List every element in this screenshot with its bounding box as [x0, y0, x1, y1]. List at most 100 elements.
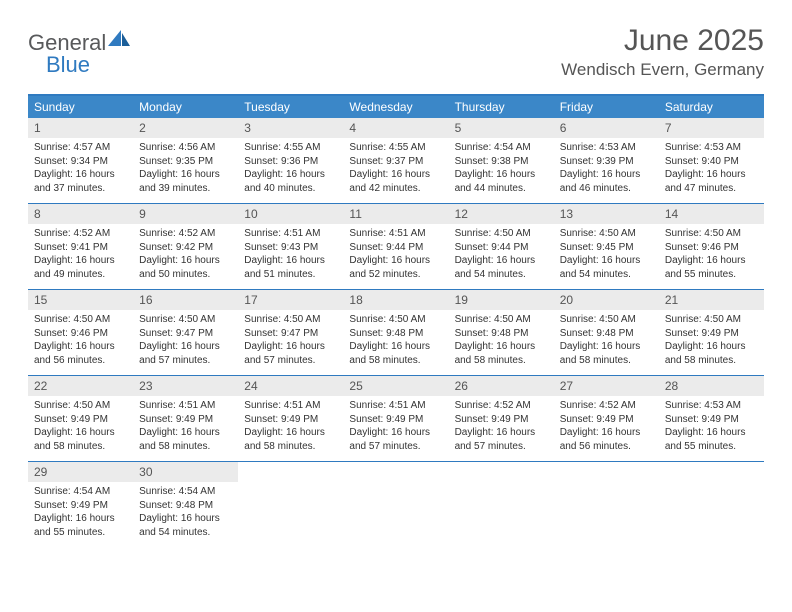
sunset-line: Sunset: 9:35 PM — [139, 155, 232, 169]
sunset-line: Sunset: 9:49 PM — [139, 413, 232, 427]
sunset-line: Sunset: 9:37 PM — [349, 155, 442, 169]
daylight-line: Daylight: 16 hours and 58 minutes. — [34, 426, 127, 453]
daylight-line: Daylight: 16 hours and 57 minutes. — [244, 340, 337, 367]
sunrise-line: Sunrise: 4:50 AM — [244, 313, 337, 327]
weekday-header: Monday — [133, 96, 238, 118]
day-number: 23 — [133, 376, 238, 396]
day-cell: Sunrise: 4:57 AMSunset: 9:34 PMDaylight:… — [28, 138, 133, 203]
sunrise-line: Sunrise: 4:54 AM — [34, 485, 127, 499]
sunrise-line: Sunrise: 4:51 AM — [349, 399, 442, 413]
sunset-line: Sunset: 9:49 PM — [349, 413, 442, 427]
daylight-line: Daylight: 16 hours and 57 minutes. — [139, 340, 232, 367]
location-label: Wendisch Evern, Germany — [561, 60, 764, 80]
day-number-empty — [343, 462, 448, 482]
daylight-line: Daylight: 16 hours and 44 minutes. — [455, 168, 548, 195]
weekday-header: Tuesday — [238, 96, 343, 118]
sunset-line: Sunset: 9:40 PM — [665, 155, 758, 169]
daylight-line: Daylight: 16 hours and 46 minutes. — [560, 168, 653, 195]
daylight-line: Daylight: 16 hours and 50 minutes. — [139, 254, 232, 281]
daylight-line: Daylight: 16 hours and 58 minutes. — [349, 340, 442, 367]
daylight-line: Daylight: 16 hours and 55 minutes. — [665, 254, 758, 281]
daylight-line: Daylight: 16 hours and 58 minutes. — [139, 426, 232, 453]
day-number: 6 — [554, 118, 659, 138]
sunrise-line: Sunrise: 4:51 AM — [244, 227, 337, 241]
day-number-empty — [659, 462, 764, 482]
day-cell: Sunrise: 4:50 AMSunset: 9:46 PMDaylight:… — [659, 224, 764, 289]
day-number-empty — [554, 462, 659, 482]
weekday-header: Friday — [554, 96, 659, 118]
day-cell: Sunrise: 4:52 AMSunset: 9:42 PMDaylight:… — [133, 224, 238, 289]
calendar-header-row: SundayMondayTuesdayWednesdayThursdayFrid… — [28, 96, 764, 118]
day-number: 30 — [133, 462, 238, 482]
day-number: 14 — [659, 204, 764, 224]
sunset-line: Sunset: 9:34 PM — [34, 155, 127, 169]
day-cell — [659, 482, 764, 547]
weekday-header: Saturday — [659, 96, 764, 118]
sunrise-line: Sunrise: 4:50 AM — [665, 313, 758, 327]
day-number: 5 — [449, 118, 554, 138]
day-cell: Sunrise: 4:50 AMSunset: 9:44 PMDaylight:… — [449, 224, 554, 289]
day-cell: Sunrise: 4:51 AMSunset: 9:49 PMDaylight:… — [133, 396, 238, 461]
day-number: 15 — [28, 290, 133, 310]
daylight-line: Daylight: 16 hours and 47 minutes. — [665, 168, 758, 195]
sunset-line: Sunset: 9:38 PM — [455, 155, 548, 169]
daylight-line: Daylight: 16 hours and 49 minutes. — [34, 254, 127, 281]
daylight-line: Daylight: 16 hours and 58 minutes. — [665, 340, 758, 367]
day-number: 7 — [659, 118, 764, 138]
sunrise-line: Sunrise: 4:50 AM — [34, 313, 127, 327]
day-number: 3 — [238, 118, 343, 138]
sunrise-line: Sunrise: 4:56 AM — [139, 141, 232, 155]
day-number-empty — [238, 462, 343, 482]
daylight-line: Daylight: 16 hours and 51 minutes. — [244, 254, 337, 281]
daylight-line: Daylight: 16 hours and 52 minutes. — [349, 254, 442, 281]
day-cell: Sunrise: 4:54 AMSunset: 9:48 PMDaylight:… — [133, 482, 238, 547]
day-number: 10 — [238, 204, 343, 224]
sunrise-line: Sunrise: 4:53 AM — [665, 399, 758, 413]
day-number: 22 — [28, 376, 133, 396]
day-number: 20 — [554, 290, 659, 310]
sunrise-line: Sunrise: 4:55 AM — [349, 141, 442, 155]
day-cell — [238, 482, 343, 547]
daylight-line: Daylight: 16 hours and 39 minutes. — [139, 168, 232, 195]
sunset-line: Sunset: 9:47 PM — [244, 327, 337, 341]
day-number: 18 — [343, 290, 448, 310]
sunrise-line: Sunrise: 4:57 AM — [34, 141, 127, 155]
day-number: 19 — [449, 290, 554, 310]
header: General Blue June 2025 Wendisch Evern, G… — [28, 24, 764, 80]
logo-word-2: Blue — [46, 54, 130, 76]
sunrise-line: Sunrise: 4:53 AM — [665, 141, 758, 155]
day-cell: Sunrise: 4:56 AMSunset: 9:35 PMDaylight:… — [133, 138, 238, 203]
daylight-line: Daylight: 16 hours and 56 minutes. — [34, 340, 127, 367]
sunrise-line: Sunrise: 4:50 AM — [139, 313, 232, 327]
sunrise-line: Sunrise: 4:50 AM — [34, 399, 127, 413]
weekday-header: Sunday — [28, 96, 133, 118]
day-cell: Sunrise: 4:55 AMSunset: 9:36 PMDaylight:… — [238, 138, 343, 203]
sunset-line: Sunset: 9:49 PM — [560, 413, 653, 427]
sunset-line: Sunset: 9:44 PM — [349, 241, 442, 255]
daylight-line: Daylight: 16 hours and 54 minutes. — [455, 254, 548, 281]
day-cell: Sunrise: 4:52 AMSunset: 9:49 PMDaylight:… — [449, 396, 554, 461]
weekday-header: Thursday — [449, 96, 554, 118]
sunrise-line: Sunrise: 4:51 AM — [244, 399, 337, 413]
day-cell — [343, 482, 448, 547]
sunrise-line: Sunrise: 4:52 AM — [560, 399, 653, 413]
logo-sail-icon — [108, 30, 130, 51]
sunrise-line: Sunrise: 4:50 AM — [455, 313, 548, 327]
sunset-line: Sunset: 9:41 PM — [34, 241, 127, 255]
day-number: 29 — [28, 462, 133, 482]
sunrise-line: Sunrise: 4:50 AM — [349, 313, 442, 327]
sunset-line: Sunset: 9:49 PM — [34, 499, 127, 513]
day-number-empty — [449, 462, 554, 482]
sunset-line: Sunset: 9:43 PM — [244, 241, 337, 255]
sunset-line: Sunset: 9:47 PM — [139, 327, 232, 341]
sunset-line: Sunset: 9:44 PM — [455, 241, 548, 255]
sunset-line: Sunset: 9:46 PM — [34, 327, 127, 341]
day-cell: Sunrise: 4:50 AMSunset: 9:47 PMDaylight:… — [238, 310, 343, 375]
sunset-line: Sunset: 9:46 PM — [665, 241, 758, 255]
daylight-line: Daylight: 16 hours and 40 minutes. — [244, 168, 337, 195]
day-number: 17 — [238, 290, 343, 310]
sunset-line: Sunset: 9:45 PM — [560, 241, 653, 255]
day-cell: Sunrise: 4:50 AMSunset: 9:48 PMDaylight:… — [554, 310, 659, 375]
day-cell: Sunrise: 4:50 AMSunset: 9:47 PMDaylight:… — [133, 310, 238, 375]
day-cell: Sunrise: 4:51 AMSunset: 9:49 PMDaylight:… — [238, 396, 343, 461]
